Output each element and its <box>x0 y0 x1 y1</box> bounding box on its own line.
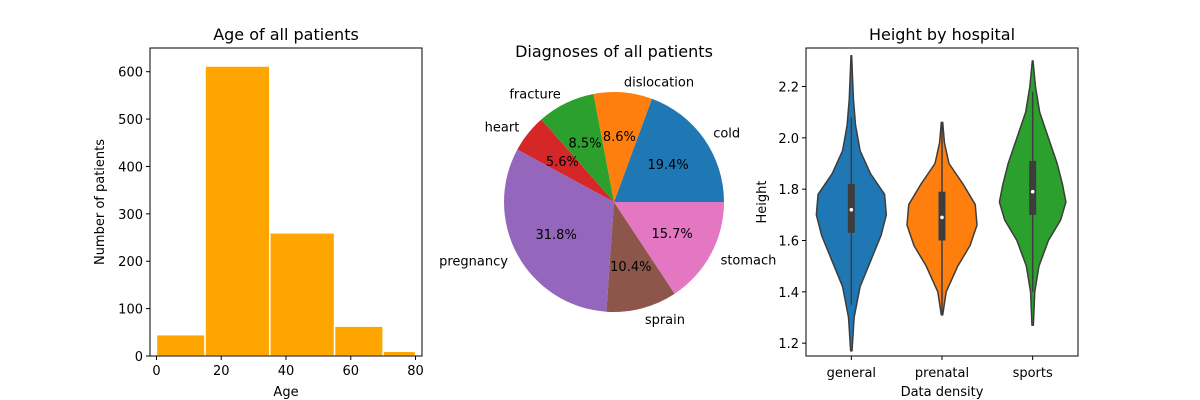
violin-median-dot <box>849 207 854 212</box>
pie-title: Diagnoses of all patients <box>515 42 713 61</box>
x-tick-label: prenatal <box>915 366 969 381</box>
pie-category-label: fracture <box>509 87 560 102</box>
pie-category-label: cold <box>713 127 740 142</box>
y-tick-label: 2.0 <box>778 132 799 147</box>
y-tick-label: 0 <box>135 350 143 365</box>
pie-percent-label: 8.5% <box>568 137 601 152</box>
histogram-x-ticks: 0 20 40 60 80 <box>152 356 424 379</box>
x-tick-label: general <box>827 366 876 381</box>
histogram-panel: Age of all patients 0 20 40 60 80 0 100 200 300… <box>93 25 424 400</box>
x-tick-label: 60 <box>342 364 359 379</box>
violin-y-ticks: 1.2 1.4 1.6 1.8 2.0 2.2 <box>778 81 806 352</box>
y-tick-label: 2.2 <box>778 81 799 96</box>
pie-percent-label: 5.6% <box>546 155 579 170</box>
y-tick-label: 100 <box>118 303 143 318</box>
pie-slice-fracture <box>541 93 614 202</box>
pie-slices <box>504 92 724 312</box>
pie-panel: Diagnoses of all patients cold 19.4% dislo… <box>439 42 776 328</box>
violin-shapes <box>815 54 1067 352</box>
histogram-bars <box>155 65 417 357</box>
y-tick-label: 1.2 <box>778 337 799 352</box>
violin-x-ticks: general prenatal sports <box>827 356 1053 381</box>
violin-x-label: Data density <box>901 385 984 400</box>
pie-category-label: sprain <box>645 313 685 328</box>
y-tick-label: 200 <box>118 255 143 270</box>
pie-percent-label: 15.7% <box>651 227 692 242</box>
y-tick-label: 1.4 <box>778 286 799 301</box>
histogram-bar <box>333 325 384 357</box>
x-tick-label: 20 <box>213 364 230 379</box>
violin-iqr-box <box>1029 160 1037 215</box>
histogram-title: Age of all patients <box>213 25 359 44</box>
histogram-bar <box>269 232 336 357</box>
histogram-bar <box>155 333 206 357</box>
pie-slice-pregnancy <box>504 149 614 312</box>
y-tick-label: 300 <box>118 208 143 223</box>
violin-title: Height by hospital <box>869 25 1015 44</box>
y-tick-label: 1.6 <box>778 235 799 250</box>
y-tick-label: 600 <box>118 66 143 81</box>
pie-slice-heart <box>517 119 614 202</box>
pie-category-label: dislocation <box>624 75 694 90</box>
y-tick-label: 1.8 <box>778 183 799 198</box>
histogram-y-ticks: 0 100 200 300 400 500 600 <box>118 66 150 365</box>
pie-category-label: stomach <box>721 253 777 268</box>
pie-percent-label: 31.8% <box>536 228 577 243</box>
pie-category-label: pregnancy <box>439 254 508 269</box>
pie-slice-cold <box>614 98 724 202</box>
pie-slice-sprain <box>606 202 675 312</box>
x-tick-label: 80 <box>407 364 424 379</box>
pie-percent-label: 8.6% <box>603 130 636 145</box>
pie-slice-stomach <box>614 202 724 294</box>
x-tick-label: 0 <box>152 364 160 379</box>
histogram-y-label: Number of patients <box>93 139 108 265</box>
histogram-bar <box>382 350 417 357</box>
x-tick-label: sports <box>1013 366 1053 381</box>
pie-percent-label: 10.4% <box>610 260 651 275</box>
histogram-bar <box>204 65 271 357</box>
violin-median-dot <box>1030 189 1035 194</box>
y-tick-label: 500 <box>118 113 143 128</box>
violin-panel: Height by hospital general prenatal sports… <box>755 25 1079 400</box>
pie-percent-label: 19.4% <box>647 158 688 173</box>
x-tick-label: 40 <box>278 364 295 379</box>
pie-category-label: heart <box>485 121 520 136</box>
y-tick-label: 400 <box>118 160 143 175</box>
pie-slice-dislocation <box>593 92 652 202</box>
violin-median-dot <box>940 215 944 220</box>
pie-labels: cold 19.4% dislocation 8.6% fracture 8.5% hear… <box>439 75 776 328</box>
histogram-x-label: Age <box>273 385 298 400</box>
violin-y-label: Height <box>755 181 770 224</box>
